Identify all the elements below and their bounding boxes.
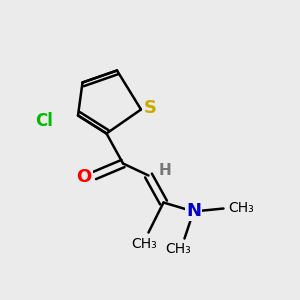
Text: CH₃: CH₃: [229, 201, 254, 214]
Text: H: H: [159, 163, 172, 178]
Text: N: N: [186, 202, 201, 220]
Text: S: S: [143, 99, 156, 117]
Text: CH₃: CH₃: [131, 237, 157, 251]
Text: Cl: Cl: [34, 112, 52, 130]
Text: CH₃: CH₃: [166, 242, 191, 256]
Text: O: O: [76, 168, 92, 186]
